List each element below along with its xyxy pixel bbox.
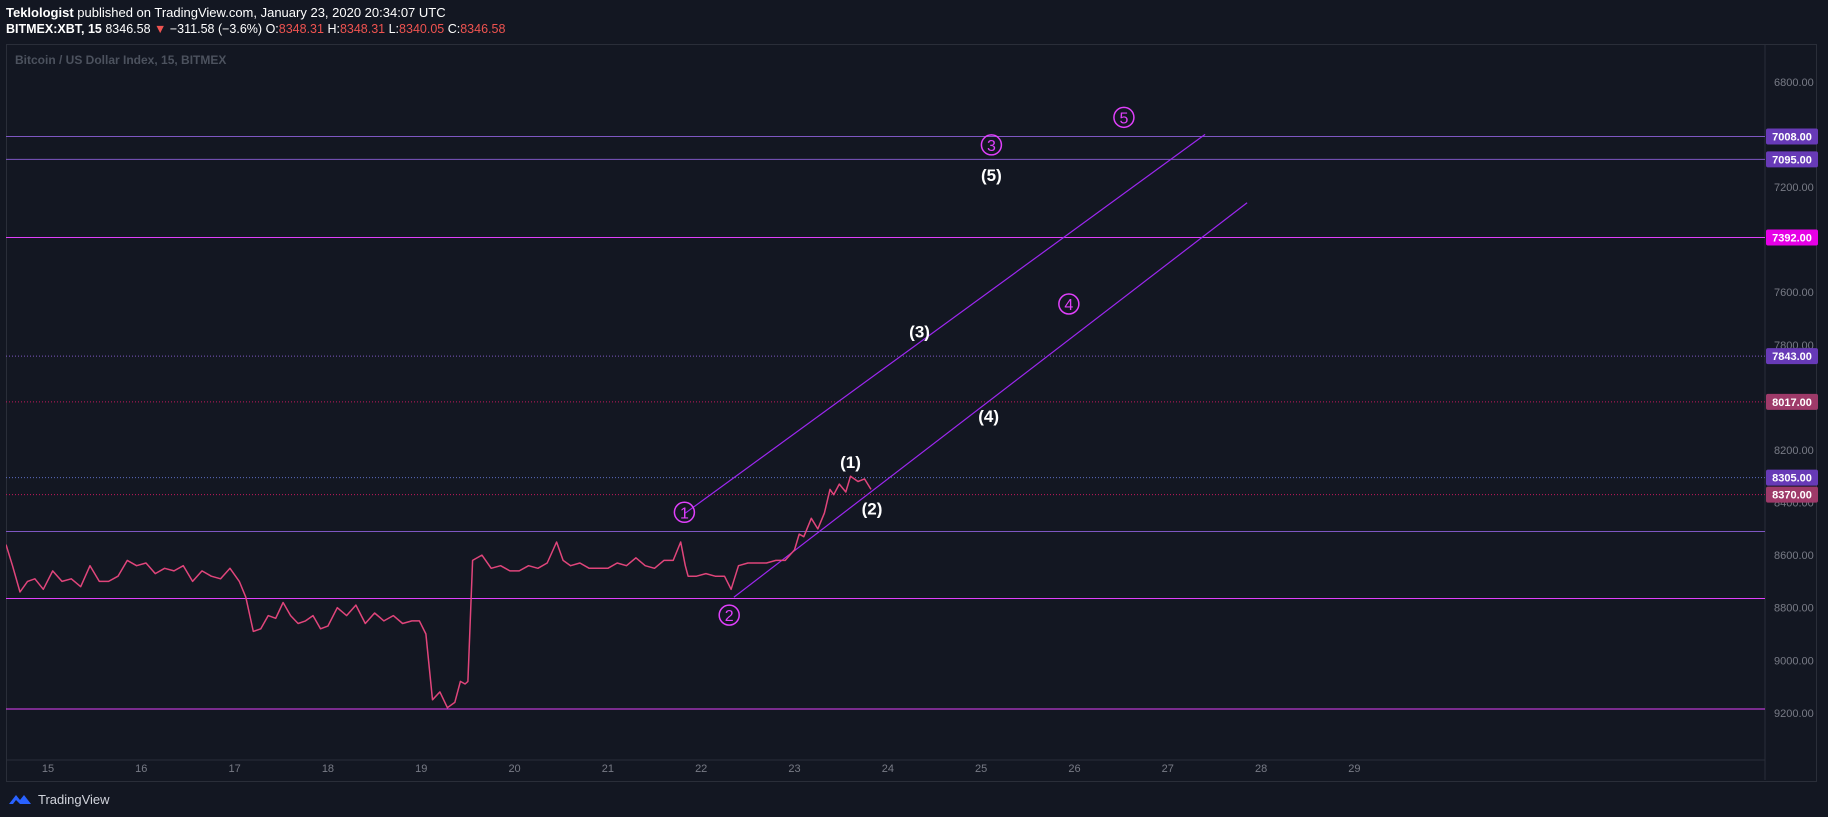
level-badge [1766,486,1818,503]
high-label: H: [327,22,340,36]
y-tick-label: 8200.00 [1774,445,1814,457]
y-tick-label: 7200.00 [1774,182,1814,194]
x-tick-label: 17 [228,763,240,775]
y-tick-label: 7600.00 [1774,287,1814,299]
chart-title: Bitcoin / US Dollar Index, 15, BITMEX [15,53,226,67]
x-tick-label: 18 [322,763,334,775]
publish-info: published on TradingView.com, January 23… [77,5,446,20]
level-badge-label: 7008.00 [1772,132,1812,144]
wave-circle [718,604,740,626]
level-badge-label: 8017.00 [1772,397,1812,409]
y-tick-label: 6800.00 [1774,77,1814,89]
down-arrow-icon: ▼ [154,22,167,36]
open-label: O: [265,22,279,36]
x-tick-label: 15 [42,763,54,775]
channel-line [733,202,1248,598]
level-badge-label: 7095.00 [1772,154,1812,166]
level-badge [1766,348,1818,365]
x-tick-label: 29 [1348,763,1360,775]
wave-label: 2 [725,608,734,625]
wave-circle [673,501,696,524]
wave-label: 4 [1064,297,1073,314]
level-badge [1766,128,1818,145]
tradingview-logo-icon[interactable] [8,792,32,806]
footer: TradingView [8,789,110,809]
price-series-line [6,475,872,709]
x-tick-label: 22 [695,763,707,775]
close-label: C: [447,22,461,36]
x-tick-label: 27 [1162,763,1174,775]
y-tick-label: 9000.00 [1774,655,1814,667]
level-badge-label: 8370.00 [1772,490,1812,502]
level-badge-label: 7392.00 [1772,232,1812,244]
footer-brand[interactable]: TradingView [38,791,110,807]
wave-label: (3) [909,323,930,342]
x-tick-label: 24 [882,763,894,775]
x-tick-label: 28 [1255,763,1267,775]
publish-line: Teklologist published on TradingView.com… [6,4,505,21]
x-tick-label: 16 [135,763,147,775]
x-tick-label: 21 [602,763,614,775]
x-tick-label: 26 [1068,763,1080,775]
wave-label: (2) [862,500,883,519]
wave-label: (1) [840,453,861,472]
level-badge [1766,151,1818,168]
ohlc-line: BITMEX:XBT, 15 8346.58 ▼ −311.58 (−3.6%)… [6,21,505,38]
level-badge-label: 8305.00 [1772,473,1812,485]
y-tick-label: 8800.00 [1774,603,1814,615]
wave-circle [1058,293,1080,315]
channel-line [684,133,1206,514]
y-tick-label: 9200.00 [1774,708,1814,720]
x-tick-label: 19 [415,763,427,775]
wave-label: (4) [978,407,999,426]
low-value: 8340.05 [399,22,445,36]
wave-label: 3 [987,138,996,155]
level-badge [1766,469,1818,486]
wave-label: 5 [1119,110,1128,127]
low-label: L: [388,22,400,36]
wave-circle [1113,106,1135,129]
x-tick-label: 25 [975,763,987,775]
x-tick-label: 20 [508,763,520,775]
level-badge-label: 7843.00 [1772,351,1812,363]
y-tick-label: 8600.00 [1774,550,1814,562]
symbol-label: BITMEX:XBT, 15 [6,22,102,36]
wave-label: (5) [981,166,1002,185]
last-price: 8346.58 [105,22,151,36]
open-value: 8348.31 [278,22,324,36]
chart-frame[interactable] [6,44,1817,782]
high-value: 8348.31 [339,22,386,36]
level-badge [1766,393,1818,410]
price-change: −311.58 (−3.6%) [169,22,263,36]
wave-label: 1 [680,505,689,522]
x-tick-label: 23 [788,763,800,775]
level-badge [1766,229,1818,246]
chart-header: Teklologist published on TradingView.com… [6,4,505,38]
close-value: 8346.58 [460,22,506,36]
author-name[interactable]: Teklologist [6,5,74,20]
wave-circle [980,134,1003,156]
